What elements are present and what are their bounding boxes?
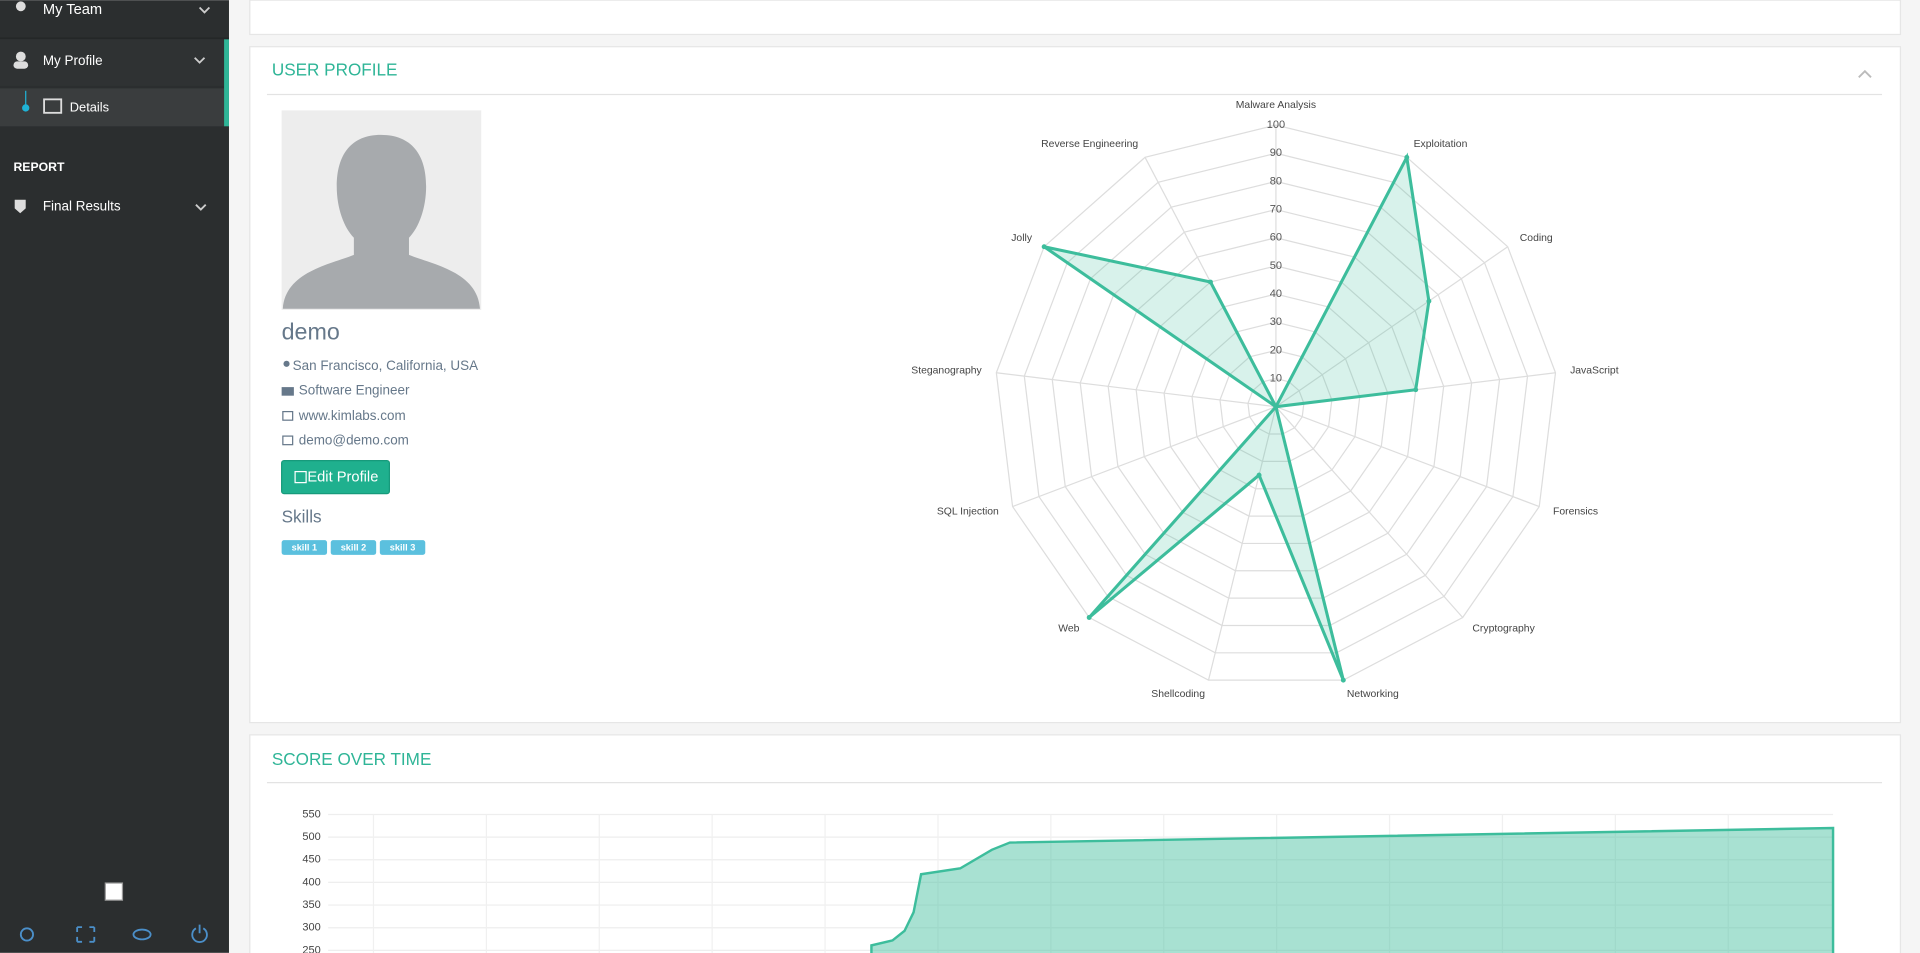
user-name: demo: [282, 318, 340, 344]
tick-label: 10: [1270, 372, 1282, 384]
radar-point: [1086, 615, 1092, 620]
edit-icon: [294, 470, 307, 484]
panel: [249, 0, 1902, 36]
skills: skill 1 skill 2 skill 3: [281, 540, 426, 555]
submenu-item[interactable]: Details: [70, 99, 109, 114]
radar-point: [1413, 387, 1419, 393]
tick-label: 100: [1267, 119, 1285, 131]
panel: [249, 734, 1902, 953]
spoke: [996, 372, 1276, 408]
grid-ring: [1219, 349, 1333, 463]
area-chart: 250 300 350 400 450 500 550: [302, 808, 1835, 953]
panel-title: SCORE OVER TIME: [272, 749, 432, 769]
skill-label: skill 2: [341, 543, 367, 553]
axis-label: Steganography: [911, 366, 982, 377]
grid-ring: [1191, 321, 1361, 490]
sidebar: [0, 0, 229, 953]
y-tick-label: 400: [302, 876, 320, 888]
y-tick-label: 500: [302, 831, 320, 843]
radar-point: [1404, 154, 1410, 160]
y-tick-label: 300: [302, 922, 320, 934]
tick-label: 60: [1270, 232, 1282, 244]
footer-icons[interactable]: [19, 924, 208, 943]
score-area: [870, 826, 1835, 953]
axis-label: Jolly: [1011, 233, 1033, 244]
skill-label: skill 1: [292, 543, 318, 553]
tick-label: 70: [1270, 203, 1282, 215]
y-tick-label: 550: [302, 808, 320, 820]
axis-label: Coding: [1520, 233, 1553, 244]
chevrons: [194, 6, 211, 211]
skill-badge: [379, 540, 426, 555]
section-label: REPORT: [13, 160, 65, 174]
radar-chart: Malware Analysis Exploitation Coding JavaSc…: [911, 100, 1618, 700]
tick-label: 80: [1270, 175, 1282, 187]
skill-badge: [330, 540, 377, 555]
menu-item[interactable]: Final Results: [43, 199, 121, 214]
axis-label: Shellcoding: [1151, 689, 1205, 700]
axis-label: Malware Analysis: [1236, 100, 1316, 111]
tick-label: 50: [1270, 260, 1282, 272]
tick-label: 20: [1270, 344, 1282, 356]
radar-point: [1208, 279, 1213, 285]
skills-title: Skills: [282, 507, 322, 527]
axis-label: Exploitation: [1414, 139, 1468, 150]
edit-button[interactable]: [281, 459, 390, 495]
broken-image: [104, 882, 124, 901]
axis-label: Networking: [1347, 689, 1399, 700]
website[interactable]: www.kimlabs.com: [298, 408, 406, 423]
tick-label: 30: [1270, 316, 1282, 328]
y-tick-label: 250: [302, 944, 320, 953]
accent-bar: [224, 39, 229, 127]
tick-label: 40: [1270, 288, 1282, 300]
y-tick-label: 450: [302, 854, 320, 866]
radar-point: [1340, 677, 1346, 683]
axis-label: Reverse Engineering: [1041, 139, 1138, 150]
radar-point: [1426, 298, 1432, 304]
menu-active: [0, 39, 225, 86]
y-tick-label: 350: [302, 899, 320, 911]
grid-ring: [1051, 180, 1501, 627]
radar-area: [1043, 152, 1431, 681]
spoke: [1275, 406, 1464, 618]
axis-label: SQL Injection: [937, 507, 999, 518]
location: San Francisco, California, USA: [293, 358, 478, 373]
skill-label: skill 3: [390, 543, 416, 553]
job: Software Engineer: [299, 382, 410, 397]
email[interactable]: demo@demo.com: [299, 433, 409, 448]
panel: [249, 46, 1902, 724]
axis-label: JavaScript: [1570, 366, 1619, 377]
grid-ring: [1079, 208, 1473, 599]
info-icons: [281, 360, 294, 446]
menu-item[interactable]: My Team: [43, 2, 102, 18]
radar-point: [1041, 244, 1047, 250]
axis-label: Forensics: [1553, 507, 1598, 518]
spoke: [1275, 406, 1540, 508]
collapse[interactable]: [1858, 69, 1872, 78]
submenu-active: [0, 88, 225, 127]
axis-label: Web: [1058, 623, 1079, 634]
radar-point: [1273, 404, 1279, 410]
spoke: [1207, 406, 1277, 681]
grid-ring: [1135, 265, 1417, 545]
axis-label: Cryptography: [1472, 623, 1535, 634]
grid-ring: [995, 124, 1557, 681]
tree-dot: [22, 104, 30, 112]
skill-badge: [281, 540, 328, 555]
grid-ring: [1107, 237, 1445, 572]
spoke: [1012, 406, 1277, 508]
grid-ring: [1023, 152, 1529, 654]
icons: [13, 1, 63, 214]
panel-title: USER PROFILE: [272, 60, 398, 80]
menu-item[interactable]: My Profile: [43, 53, 103, 68]
grid-ring: [1247, 377, 1305, 435]
tick-label: 90: [1270, 147, 1282, 159]
edit-button-label[interactable]: Edit Profile: [307, 470, 378, 486]
radar-point: [1256, 472, 1262, 478]
spoke: [1275, 246, 1509, 408]
avatar-silhouette: [282, 134, 480, 309]
